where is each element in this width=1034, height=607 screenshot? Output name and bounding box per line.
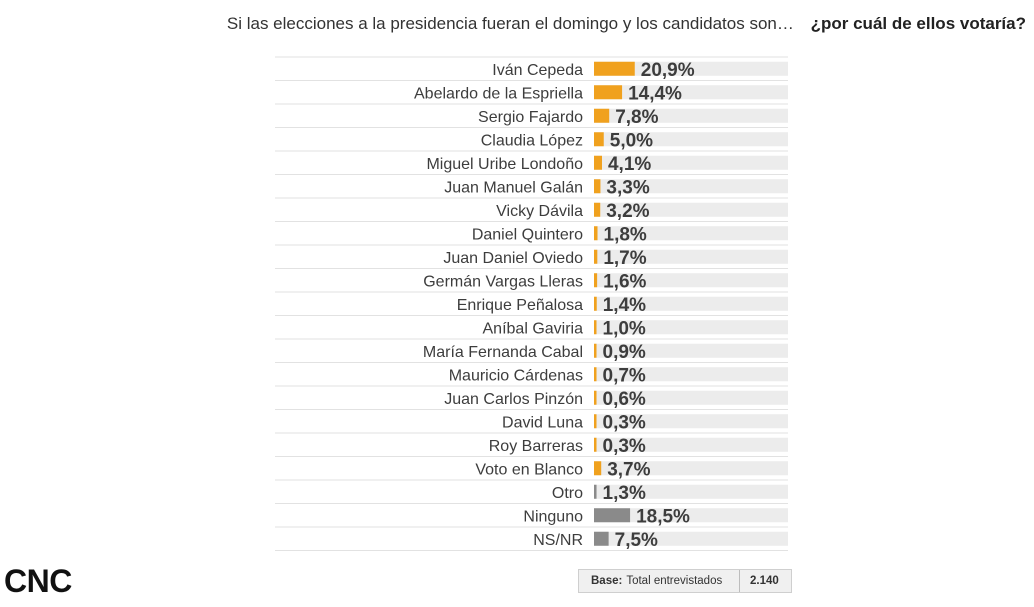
- category-label: David Luna: [502, 414, 583, 431]
- question-text: Si las elecciones a la presidencia fuera…: [226, 14, 794, 33]
- category-label: Mauricio Cárdenas: [449, 367, 583, 384]
- bar-track: [594, 155, 788, 170]
- bar-track: [594, 249, 788, 264]
- value-label: 7,5%: [615, 530, 658, 551]
- bar-track: [594, 461, 788, 476]
- value-label: 1,3%: [603, 483, 646, 504]
- bar: [594, 249, 598, 264]
- bar: [594, 85, 623, 100]
- category-label: Juan Carlos Pinzón: [444, 391, 583, 408]
- chart-question: Si las elecciones a la presidencia fuera…: [0, 14, 1026, 34]
- value-label: 14,4%: [628, 83, 682, 104]
- category-label: Otro: [552, 485, 583, 502]
- value-label: 0,9%: [603, 342, 646, 363]
- value-label: 7,8%: [615, 107, 658, 128]
- bar-track: [594, 320, 788, 335]
- bar: [594, 273, 598, 288]
- category-label: Germán Vargas Lleras: [423, 273, 583, 290]
- category-label: Vicky Dávila: [496, 203, 583, 220]
- value-label: 18,5%: [636, 506, 690, 527]
- bar: [594, 226, 598, 241]
- base-note: Base: Total entrevistados 2.140: [578, 569, 792, 593]
- base-text: Total entrevistados: [626, 575, 723, 587]
- bar-chart: Iván Cepeda 20,9% Abelardo de la Espriella…: [275, 56, 788, 551]
- category-label: NS/NR: [533, 532, 583, 549]
- bar-track: [594, 508, 788, 523]
- bar: [594, 390, 597, 405]
- value-label: 5,0%: [610, 130, 653, 151]
- category-label: Ninguno: [523, 508, 583, 525]
- bar-track: [594, 343, 788, 358]
- category-label: Sergio Fajardo: [478, 109, 583, 126]
- value-label: 1,8%: [604, 224, 647, 245]
- category-label: Abelardo de la Espriella: [414, 85, 583, 102]
- category-label: María Fernanda Cabal: [423, 344, 583, 361]
- category-label: Juan Daniel Oviedo: [443, 250, 583, 267]
- bar-track: [594, 296, 788, 311]
- bar: [594, 296, 597, 311]
- value-label: 1,7%: [603, 248, 646, 269]
- bar-track: [594, 85, 788, 100]
- bar: [594, 179, 601, 194]
- bar: [594, 343, 597, 358]
- bar: [594, 132, 604, 147]
- bar-track: [594, 226, 788, 241]
- bar: [594, 484, 597, 499]
- category-label: Claudia López: [481, 132, 583, 149]
- value-label: 3,2%: [606, 201, 649, 222]
- bar-track: [594, 202, 788, 217]
- value-label: 0,3%: [603, 436, 646, 457]
- bar: [594, 414, 597, 429]
- category-label: Iván Cepeda: [492, 62, 583, 79]
- category-label: Daniel Quintero: [472, 226, 583, 243]
- value-label: 3,3%: [606, 177, 649, 198]
- bar-track: [594, 132, 788, 147]
- bar: [594, 155, 602, 170]
- bar-track: [594, 414, 788, 429]
- bar: [594, 531, 609, 546]
- value-label: 1,0%: [603, 318, 646, 339]
- category-label: Juan Manuel Galán: [444, 179, 583, 196]
- value-label: 1,4%: [603, 295, 646, 316]
- bar-track: [594, 367, 788, 382]
- bar: [594, 367, 597, 382]
- bar-track: [594, 484, 788, 499]
- value-label: 3,7%: [607, 459, 650, 480]
- bar-track: [594, 179, 788, 194]
- value-label: 0,3%: [603, 412, 646, 433]
- category-label: Miguel Uribe Londoño: [426, 156, 583, 173]
- bar-track: [594, 437, 788, 452]
- cnc-logo: CNC: [4, 563, 72, 599]
- base-count: 2.140: [750, 575, 779, 587]
- value-label: 20,9%: [641, 60, 695, 81]
- bar: [594, 108, 610, 123]
- bar-track: [594, 531, 788, 546]
- category-label: Enrique Peñalosa: [457, 297, 583, 314]
- bar: [594, 202, 601, 217]
- bar: [594, 508, 631, 523]
- bar-track: [594, 273, 788, 288]
- category-label: Aníbal Gaviria: [483, 320, 584, 337]
- base-description: Base: Total entrevistados: [579, 570, 740, 592]
- base-label: Base:: [591, 575, 623, 587]
- question-emphasis: ¿por cuál de ellos votaría?: [810, 14, 1026, 33]
- bar: [594, 61, 635, 76]
- bar: [594, 320, 597, 335]
- value-label: 1,6%: [603, 271, 646, 292]
- bar-track: [594, 108, 788, 123]
- category-label: Voto en Blanco: [475, 461, 583, 478]
- bar-track: [594, 390, 788, 405]
- category-label: Roy Barreras: [489, 438, 583, 455]
- value-label: 0,6%: [603, 389, 646, 410]
- value-label: 4,1%: [608, 154, 651, 175]
- value-label: 0,7%: [603, 365, 646, 386]
- bar-track: [594, 61, 788, 76]
- bar: [594, 437, 597, 452]
- bar: [594, 461, 602, 476]
